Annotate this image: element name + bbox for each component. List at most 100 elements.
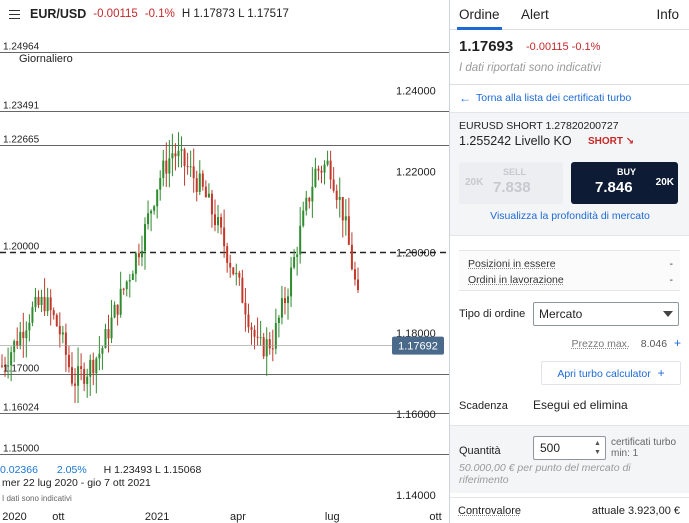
working-orders-label: Ordini in lavorazione [468,274,564,286]
candle-body [110,317,113,339]
quote-box: 1.17693 -0.00115 -0.1% I dati riportati … [450,30,689,85]
quantity-unit-name: certificati turbo [611,437,677,448]
candle-body [77,366,80,386]
candle-body [134,253,137,274]
candle-body [256,336,259,338]
open-positions-value: - [669,258,674,270]
turbo-calculator-label: Apri turbo calculator [557,368,651,380]
candle-body [147,213,150,225]
x-tick-label: apr [230,511,246,523]
sell-price: 7.838 [493,179,531,196]
candle-body [177,150,180,157]
candle-body [7,365,10,367]
menu-icon[interactable] [4,0,24,28]
candle-body [95,358,98,374]
order-type-select[interactable]: Mercato [533,302,679,326]
candle-body [241,277,244,303]
candle-body [180,149,183,151]
chart-period[interactable]: Giornaliero [19,53,73,65]
active-tab-indicator [457,27,502,30]
candle-body [217,217,220,226]
chart-pane[interactable]: 1.24000 1.22000 1.20000 1.18000 1.16000 1.140… [0,0,449,523]
turbo-calculator-button[interactable]: Apri turbo calculator + [541,361,681,385]
quantity-label: Quantità [459,445,501,457]
candle-body [37,296,40,306]
buy-price: 7.846 [595,179,633,196]
candle-body [34,296,37,308]
candle-body [22,331,25,339]
price-chart[interactable]: 1.240001.220001.200001.180001.160001.140… [0,0,449,523]
candle-body [156,189,159,207]
back-to-turbo-list-link[interactable]: ← Torna alla lista dei certificati turbo [450,86,689,110]
market-depth-link[interactable]: Visualizza la profondità di mercato [490,210,650,222]
quote-change: -0.00115 -0.1% [526,41,601,53]
candle-body [338,197,341,200]
candle-body [353,269,356,280]
candle-body [83,368,86,384]
candle-body [189,166,192,168]
candle-body [16,340,19,346]
candle-body [344,216,347,221]
candle-body [290,267,293,297]
candle-body [198,173,201,192]
day-high-low: H 1.17873 L 1.17517 [181,8,289,20]
plus-icon[interactable]: + [673,336,681,350]
level-label: 1.22665 [3,135,40,146]
current-price-label: 1.17692 [398,341,438,353]
candle-body [4,365,7,367]
buy-quantity: 20K [655,177,674,188]
y-tick-label: 1.16000 [396,409,436,421]
candle-body [253,329,256,337]
candle-body [311,186,314,202]
candle-body [168,158,171,174]
candle-body [283,298,286,303]
candle-body [268,339,271,349]
working-orders-row[interactable]: Ordini in lavorazione - [468,274,673,286]
max-price-label: Prezzo max. [571,338,630,350]
candle-body [74,383,77,386]
candle-body [119,288,122,315]
y-axis-labels: 1.240001.220001.200001.180001.160001.140… [396,86,436,502]
chevron-up-icon[interactable]: ▲ [594,440,601,447]
open-positions-row[interactable]: Posizioni in essere - [468,258,673,270]
tab-info[interactable]: Info [656,7,679,22]
candle-body [128,280,131,282]
candle-body [55,315,58,327]
quantity-stepper[interactable]: ▲ ▼ [594,440,602,456]
y-tick-label: 1.14000 [396,490,436,502]
candle-body [171,153,174,159]
current-price-marker: 1.17692 [0,336,444,355]
tab-alert[interactable]: Alert [521,7,549,22]
chart-disclaimer: I dati sono indicativi [2,494,72,503]
working-orders-value: - [669,274,674,286]
y-tick-label: 1.20000 [396,247,436,259]
quantity-input[interactable]: 500 ▲ ▼ [533,436,606,460]
candle-body [296,254,299,257]
candle-body [40,296,43,306]
candle-body [323,164,326,173]
candle-body [213,214,216,226]
chevron-down-icon[interactable]: ▼ [594,449,601,456]
candle-body [293,256,296,268]
sell-button[interactable]: 20K SELL 7.838 [459,162,563,204]
candle-body [314,168,317,187]
candle-body [341,197,344,221]
current-price-badge [392,336,444,355]
candle-body [238,272,241,278]
level-label: 1.17000 [3,364,40,375]
buy-label: BUY [617,167,637,177]
buy-button[interactable]: BUY 7.846 20K [571,162,678,204]
quote-price: 1.17693 [459,38,514,55]
order-value: attuale 3.923,00 € [591,505,680,517]
tab-order[interactable]: Ordine [459,7,500,22]
chart-header: EUR/USD -0.00115 -0.1% H 1.17873 L 1.175… [0,0,449,28]
order-type-value: Mercato [539,307,583,321]
plus-icon: + [657,366,665,380]
level-label: 1.24964 [3,42,40,53]
candle-body [137,253,140,258]
candle-body [122,288,125,290]
candle-body [98,353,101,359]
y-tick-label: 1.24000 [396,86,436,98]
candle-body [265,339,268,357]
candle-body [28,322,31,331]
